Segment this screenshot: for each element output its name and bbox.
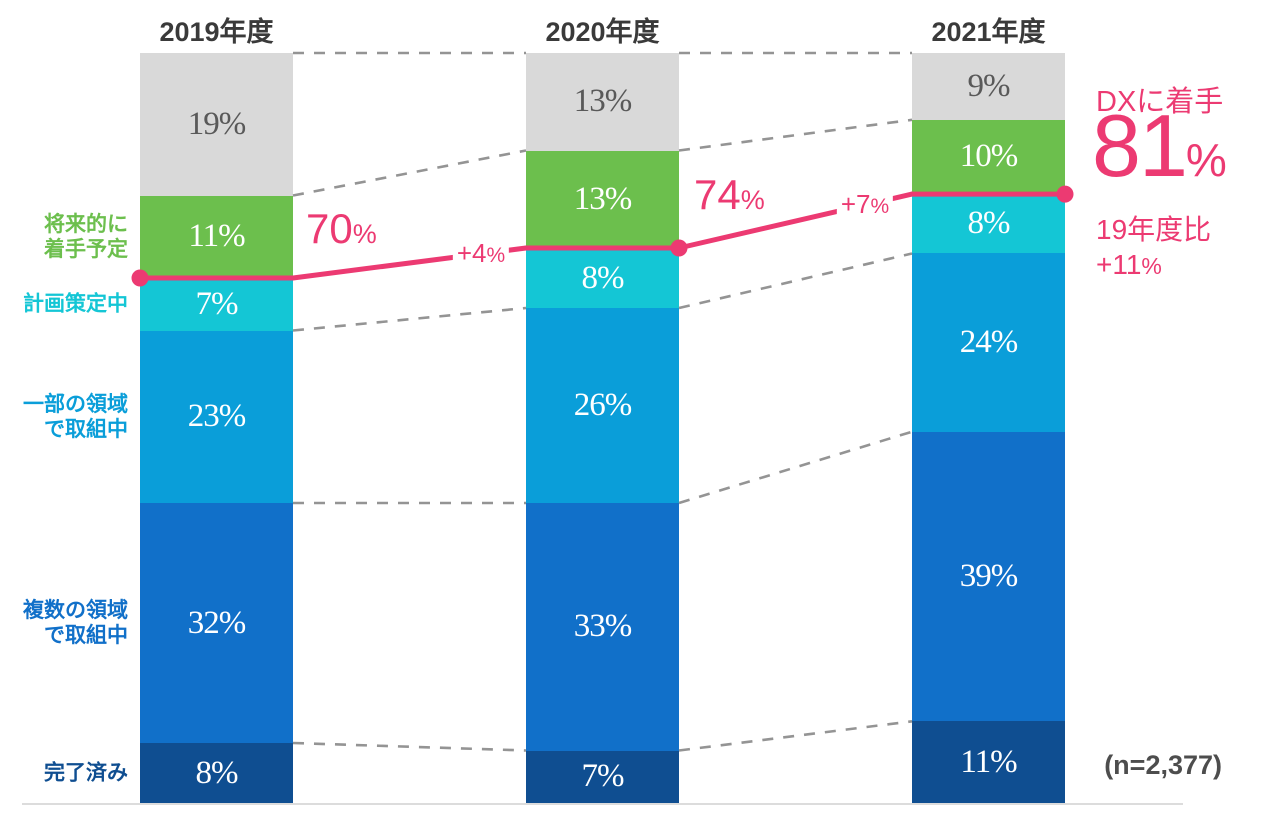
bar-segment-完了済み: 11%	[912, 721, 1065, 803]
segment-value: 8%	[581, 259, 625, 296]
bar-segment-一部の領域で取組中: 23%	[140, 330, 293, 503]
bar-segment-複数の領域で取組中: 33%	[526, 503, 679, 751]
segment-value: 7%	[581, 758, 625, 795]
segment-value: 9%	[967, 67, 1011, 104]
delta-label-2019-2020: +4%	[452, 238, 510, 270]
bar-segment-複数の領域で取組中: 32%	[140, 503, 293, 743]
bar-segment-将来的に着手予定: 11%	[140, 195, 293, 278]
segment-value: 13%	[573, 83, 632, 120]
segment-value: 11%	[960, 743, 1017, 780]
category-label-一部の領域で取組中: 一部の領域 で取組中	[23, 392, 128, 441]
segment-value: 39%	[959, 557, 1018, 594]
bar-segment-unstarted: 19%	[140, 53, 293, 196]
segment-value: 19%	[187, 105, 246, 142]
stacked-bar-2019年度: 19% 11% 7% 23% 32% 8%	[140, 53, 293, 803]
category-label-完了済み: 完了済み	[44, 761, 128, 785]
segment-value: 13%	[573, 180, 632, 217]
bar-segment-将来的に着手予定: 13%	[526, 150, 679, 248]
segment-value: 8%	[195, 754, 239, 791]
delta-label-2020-2021: +7%	[836, 189, 894, 221]
segment-value: 26%	[573, 387, 632, 423]
bar-segment-複数の領域で取組中: 39%	[912, 431, 1065, 722]
bar-segment-一部の領域で取組中: 24%	[912, 253, 1065, 432]
year-header-2021年度: 2021年度	[931, 17, 1046, 47]
bar-segment-計画策定中: 7%	[140, 278, 293, 331]
category-label-計画策定中: 計画策定中	[23, 292, 128, 316]
segment-value: 8%	[967, 205, 1011, 242]
stacked-bar-2021年度: 9% 10% 8% 24% 39% 11%	[912, 53, 1065, 803]
bar-segment-将来的に着手予定: 10%	[912, 119, 1065, 195]
line-value-2019: 70%	[306, 205, 377, 252]
callout-note-line1: 19年度比	[1096, 214, 1212, 245]
segment-value: 32%	[187, 604, 246, 641]
segment-value: 24%	[959, 324, 1018, 361]
bar-segment-計画策定中: 8%	[526, 248, 679, 308]
line-value-2020: 74%	[694, 171, 765, 218]
segment-value: 7%	[195, 285, 239, 322]
callout-title: DXに着手	[1096, 86, 1224, 118]
bar-segment-一部の領域で取組中: 26%	[526, 308, 679, 503]
segment-value: 10%	[959, 138, 1018, 175]
bar-segment-計画策定中: 8%	[912, 194, 1065, 254]
segment-value: 11%	[188, 218, 245, 255]
category-label-将来的に着手予定: 将来的に 着手予定	[44, 212, 128, 261]
sample-size-label: (n=2,377)	[1104, 750, 1222, 780]
segment-value: 33%	[573, 608, 632, 645]
year-header-2020年度: 2020年度	[545, 17, 660, 47]
bar-segment-unstarted: 9%	[912, 53, 1065, 120]
callout-note-line2: +11%	[1096, 249, 1162, 280]
callout-number: 81	[1092, 96, 1188, 195]
year-header-2019年度: 2019年度	[159, 17, 274, 47]
callout-percent-sign: %	[1185, 134, 1227, 186]
bar-segment-unstarted: 13%	[526, 53, 679, 151]
bar-segment-完了済み: 7%	[526, 750, 679, 803]
callout-note: 19年度比 +11%	[1096, 212, 1211, 282]
chart-baseline	[22, 803, 1183, 805]
category-label-複数の領域で取組中: 複数の領域 で取組中	[23, 598, 128, 647]
callout-big-value: 81%	[1092, 102, 1227, 190]
segment-value: 23%	[187, 398, 246, 435]
stacked-bar-2020年度: 13% 13% 8% 26% 33% 7%	[526, 53, 679, 803]
bar-segment-完了済み: 8%	[140, 743, 293, 803]
